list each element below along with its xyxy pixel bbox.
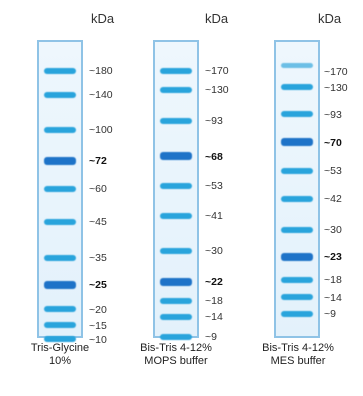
ladder-3-caption-line2: MES buffer xyxy=(270,355,326,367)
ladder-3-band-4 xyxy=(281,138,313,146)
ladder-3-marker-label: ~23 xyxy=(324,251,342,263)
ladder-3-marker-label: ~130 xyxy=(324,82,348,94)
ladder-2-marker-label: ~93 xyxy=(205,115,223,127)
ladder-3-marker-label: ~14 xyxy=(324,292,342,304)
ladder-1-marker-label: ~20 xyxy=(89,304,107,316)
ladder-2-band-2 xyxy=(160,87,192,93)
ladder-2-caption-line1: Bis-Tris 4-12% xyxy=(140,342,212,354)
ladder-1-marker-label: ~45 xyxy=(89,216,107,228)
ladder-1-marker-label: ~35 xyxy=(89,252,107,264)
ladder-2-marker-label: ~53 xyxy=(205,180,223,192)
ladder-1-band-11 xyxy=(44,336,76,342)
ladder-3-band-3 xyxy=(281,111,313,117)
ladder-3-marker-label: ~170 xyxy=(324,66,348,78)
ladder-3-band-7 xyxy=(281,227,313,233)
ladder-1-marker-label: ~140 xyxy=(89,89,113,101)
ladder-1-caption-line2: 10% xyxy=(48,355,72,367)
ladder-2-marker-label: ~22 xyxy=(205,276,223,288)
ladder-2-band-9 xyxy=(160,298,192,304)
ladder-1-band-7 xyxy=(44,255,76,261)
ladder-3-unit-label: kDa xyxy=(318,11,342,26)
ladder-3-marker-label: ~30 xyxy=(324,224,342,236)
ladder-3-band-5 xyxy=(281,168,313,174)
ladder-1-band-6 xyxy=(44,219,76,225)
ladder-2-unit-label: kDa xyxy=(205,11,229,26)
ladder-3-marker-label: ~9 xyxy=(324,308,336,320)
ladder-1-marker-label: ~100 xyxy=(89,124,113,136)
ladder-2-lane xyxy=(153,40,199,340)
ladder-1-marker-label: ~72 xyxy=(89,155,107,167)
ladder-2-band-3 xyxy=(160,118,192,124)
ladder-1-band-2 xyxy=(44,92,76,98)
ladder-2-band-1 xyxy=(160,68,192,74)
ladder-3-band-2 xyxy=(281,84,313,90)
ladder-2-band-11 xyxy=(160,334,192,340)
ladder-3-marker-label: ~42 xyxy=(324,193,342,205)
ladder-2-band-4 xyxy=(160,152,192,160)
ladder-2-marker-label: ~68 xyxy=(205,151,223,163)
ladder-3-caption: Bis-Tris 4-12% MES buffer xyxy=(252,342,344,368)
ladder-2-band-8 xyxy=(160,278,192,286)
ladder-1-caption: Tris-Glycine 10% xyxy=(20,342,100,368)
ladder-1-marker-label: ~60 xyxy=(89,183,107,195)
ladder-1-marker-label: ~180 xyxy=(89,65,113,77)
ladder-1-marker-label: ~15 xyxy=(89,320,107,332)
ladder-3-band-8 xyxy=(281,253,313,261)
ladder-2-marker-label: ~9 xyxy=(205,331,217,343)
ladder-3-marker-label: ~93 xyxy=(324,109,342,121)
ladder-3-marker-label: ~18 xyxy=(324,274,342,286)
ladder-3-marker-label: ~53 xyxy=(324,165,342,177)
ladder-3-marker-label: ~70 xyxy=(324,137,342,149)
ladder-1-band-4 xyxy=(44,157,76,165)
ladder-1-marker-label: ~25 xyxy=(89,279,107,291)
ladder-2-marker-label: ~130 xyxy=(205,84,229,96)
ladder-3-band-1 xyxy=(281,63,313,68)
ladder-2-band-6 xyxy=(160,213,192,219)
ladder-2-caption-line2: MOPS buffer xyxy=(144,355,208,367)
ladder-1-band-3 xyxy=(44,127,76,133)
ladder-3-lane xyxy=(274,40,320,338)
ladder-2-band-10 xyxy=(160,314,192,320)
ladder-3-caption-line1: Bis-Tris 4-12% xyxy=(262,342,334,354)
ladder-2-marker-label: ~30 xyxy=(205,245,223,257)
ladder-3-band-9 xyxy=(281,277,313,283)
ladder-2-marker-label: ~41 xyxy=(205,210,223,222)
ladder-2-marker-label: ~18 xyxy=(205,295,223,307)
ladder-1-band-10 xyxy=(44,322,76,328)
ladder-1-band-1 xyxy=(44,68,76,74)
ladder-1-caption-line1: Tris-Glycine xyxy=(30,342,90,354)
ladder-2-marker-label: ~170 xyxy=(205,65,229,77)
ladder-2-caption: Bis-Tris 4-12% MOPS buffer xyxy=(130,342,222,368)
ladder-1-band-8 xyxy=(44,281,76,289)
ladder-1-band-5 xyxy=(44,186,76,192)
ladder-3-band-11 xyxy=(281,311,313,317)
ladder-2-band-7 xyxy=(160,248,192,254)
ladder-2-band-5 xyxy=(160,183,192,189)
ladder-3-band-6 xyxy=(281,196,313,202)
ladder-1-lane xyxy=(37,40,83,342)
ladder-1-unit-label: kDa xyxy=(91,11,115,26)
ladder-3-band-10 xyxy=(281,294,313,300)
ladder-1-marker-label: ~10 xyxy=(89,334,107,346)
ladder-2-marker-label: ~14 xyxy=(205,311,223,323)
ladder-1-band-9 xyxy=(44,306,76,312)
